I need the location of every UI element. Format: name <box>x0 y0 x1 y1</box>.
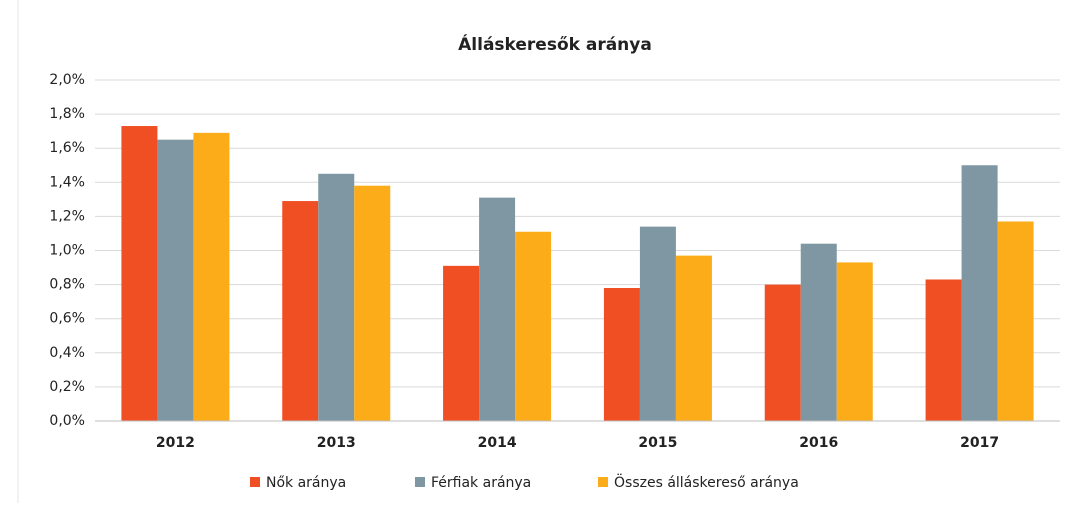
legend-swatch <box>598 477 608 487</box>
bar <box>961 165 998 421</box>
x-tick-label: 2015 <box>638 435 677 451</box>
bar <box>121 126 158 421</box>
bar <box>157 139 194 422</box>
x-tick-label: 2016 <box>799 435 838 451</box>
legend-label: Nők aránya <box>266 475 346 491</box>
x-tick-label: 2017 <box>960 435 999 451</box>
bar <box>515 231 552 421</box>
y-tick-label: 2,0% <box>49 72 85 88</box>
y-tick-label: 0,8% <box>49 277 85 293</box>
x-tick-label: 2013 <box>317 435 356 451</box>
bar <box>479 197 516 421</box>
y-tick-label: 1,8% <box>49 106 85 122</box>
bar <box>925 279 962 421</box>
bar <box>318 173 355 421</box>
legend-swatch <box>250 477 260 487</box>
y-tick-label: 1,6% <box>49 140 85 156</box>
bar <box>603 288 640 421</box>
y-tick-label: 0,4% <box>49 345 85 361</box>
bar <box>639 226 676 421</box>
y-tick-label: 1,2% <box>49 208 85 224</box>
legend-label: Összes álláskereső aránya <box>614 473 799 491</box>
chart-title: Álláskeresők aránya <box>458 33 652 55</box>
bar <box>836 262 873 421</box>
x-tick-label: 2014 <box>478 435 517 451</box>
y-tick-label: 0,2% <box>49 379 85 395</box>
bar <box>282 201 319 421</box>
bar <box>675 255 712 421</box>
bar <box>764 284 801 421</box>
bar <box>800 243 837 421</box>
y-tick-label: 0,6% <box>49 311 85 327</box>
bar <box>193 132 230 422</box>
bar <box>443 265 480 421</box>
bar <box>997 221 1034 421</box>
x-tick-label: 2012 <box>156 435 195 451</box>
y-tick-label: 0,0% <box>49 413 85 429</box>
y-tick-label: 1,0% <box>49 243 85 259</box>
bar <box>354 185 391 421</box>
legend-swatch <box>415 477 425 487</box>
legend-label: Férfiak aránya <box>431 475 531 491</box>
y-tick-label: 1,4% <box>49 174 85 190</box>
